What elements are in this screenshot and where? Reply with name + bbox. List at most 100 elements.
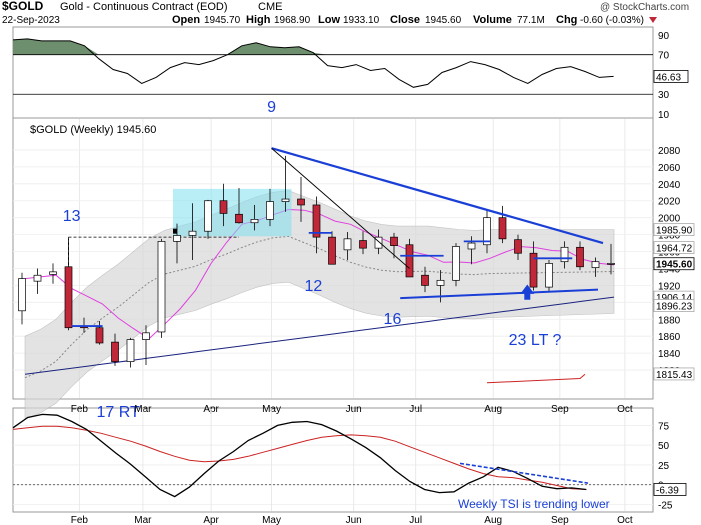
candle-down [95, 327, 104, 344]
price-right-label: 1906.14 [656, 293, 693, 304]
price-right-label: 1945.60 [656, 260, 693, 271]
tsi-month-label: Oct [617, 515, 633, 525]
price-tick-label: 1920 [658, 281, 681, 292]
candle-down [312, 204, 321, 238]
symbol-label: $GOLD [2, 0, 44, 13]
candle-down [219, 200, 228, 214]
price-right-label: 1985.90 [656, 226, 693, 237]
tsi-tick-label: 75 [658, 421, 670, 432]
candle-up [173, 235, 181, 242]
tsi-tick-label: 50 [658, 441, 670, 452]
chg-label: Chg [556, 14, 577, 26]
candle-up [467, 242, 476, 250]
rsi-last-value: 46.63 [656, 72, 681, 83]
down-triangle-icon [649, 17, 657, 23]
candle-down [514, 239, 522, 254]
low-value: 1933.10 [343, 15, 380, 26]
candle-up [204, 200, 212, 232]
price-right-label-box [653, 367, 695, 381]
candle-up [157, 241, 166, 333]
tsi-month-label: Jun [346, 515, 362, 525]
price-tick-label: 1860 [658, 332, 681, 343]
chg-value: -0.60 (-0.03%) [580, 15, 644, 26]
volume-label: Volume [473, 14, 512, 26]
candle-down [390, 236, 398, 246]
price-tick-label: 1840 [658, 349, 681, 360]
candle-up [607, 263, 615, 265]
low-label: Low [318, 14, 340, 26]
price-annotation: 16 [384, 311, 402, 328]
candle-up [33, 274, 42, 282]
rsi-series-line [12, 38, 614, 88]
candle-up [374, 236, 383, 249]
rsi-overbought-fill [13, 38, 614, 55]
price-annotation: 12 [305, 278, 323, 295]
price-right-label-box [653, 299, 695, 312]
price-annotation: 17 RT [96, 404, 140, 421]
open-label: Open [172, 14, 200, 26]
candle-up [436, 279, 445, 286]
price-tick-label: 1980 [658, 231, 681, 242]
candle-up [483, 217, 491, 246]
candle-up [343, 238, 352, 251]
tsi-annotation: Weekly TSI is trending lower [458, 497, 610, 511]
candle-up [452, 246, 460, 281]
high-label: High [246, 14, 271, 26]
candle-up [188, 230, 197, 236]
price-tick-label: 2040 [658, 180, 681, 191]
tsi-last-value-box [653, 483, 687, 496]
candle-down [235, 213, 243, 224]
candle-up [126, 339, 135, 362]
candle-down [498, 217, 507, 240]
gap-marker [173, 228, 177, 234]
support-trend-line [400, 288, 599, 300]
rsi-tick-label: 90 [658, 31, 670, 42]
tsi-month-label: Jul [409, 515, 422, 525]
rsi-tick-label: 30 [658, 90, 670, 101]
black-trend-line [271, 147, 410, 269]
candle-down [405, 244, 414, 278]
candle-up [545, 263, 553, 288]
downtrend-line [271, 147, 604, 245]
ma-200-line [486, 373, 586, 384]
candle-up [142, 332, 150, 340]
candle-down [111, 341, 119, 362]
rsi-last-value-box [653, 70, 689, 83]
ma-long-line [24, 296, 615, 375]
price-annotation: 9 [267, 99, 276, 116]
price-right-label: 1896.23 [656, 302, 693, 313]
tsi-signal-line [12, 425, 587, 490]
candle-down [421, 274, 429, 286]
price-right-label: 1964.72 [656, 244, 693, 255]
tsi-month-label: Feb [71, 515, 89, 525]
candle-up [560, 246, 569, 263]
price-right-label-box [653, 223, 695, 237]
price-panel [12, 117, 654, 400]
close-value: 1945.60 [425, 15, 462, 26]
tsi-main-line [12, 413, 587, 498]
rsi-tick-label: 10 [658, 110, 670, 121]
ma-slow-line [24, 235, 615, 379]
high-value: 1968.90 [274, 15, 311, 26]
close-label: Close [390, 14, 420, 26]
price-right-label-box [653, 257, 695, 271]
price-right-label-box [653, 241, 695, 254]
rsi-panel [12, 26, 654, 119]
price-annotation: 13 [63, 208, 81, 225]
tsi-month-label: May [262, 515, 281, 525]
candle-up [18, 278, 26, 312]
tsi-month-label: Mar [134, 515, 152, 525]
price-tick-label: 2020 [658, 197, 681, 208]
tsi-month-label: Sep [551, 515, 569, 525]
price-annotation: 23 LT ? [509, 332, 562, 349]
tsi-month-label: Aug [484, 515, 502, 525]
candle-down [64, 266, 73, 329]
tsi-panel [12, 407, 654, 513]
date-label: 22-Sep-2023 [2, 15, 60, 26]
price-tick-label: 2060 [658, 163, 681, 174]
candle-down [529, 252, 538, 288]
tsi-last-value: -6.39 [656, 485, 679, 496]
price-tick-label: 2000 [658, 214, 681, 225]
instrument-name: Gold - Continuous Contract (EOD) [60, 1, 228, 13]
